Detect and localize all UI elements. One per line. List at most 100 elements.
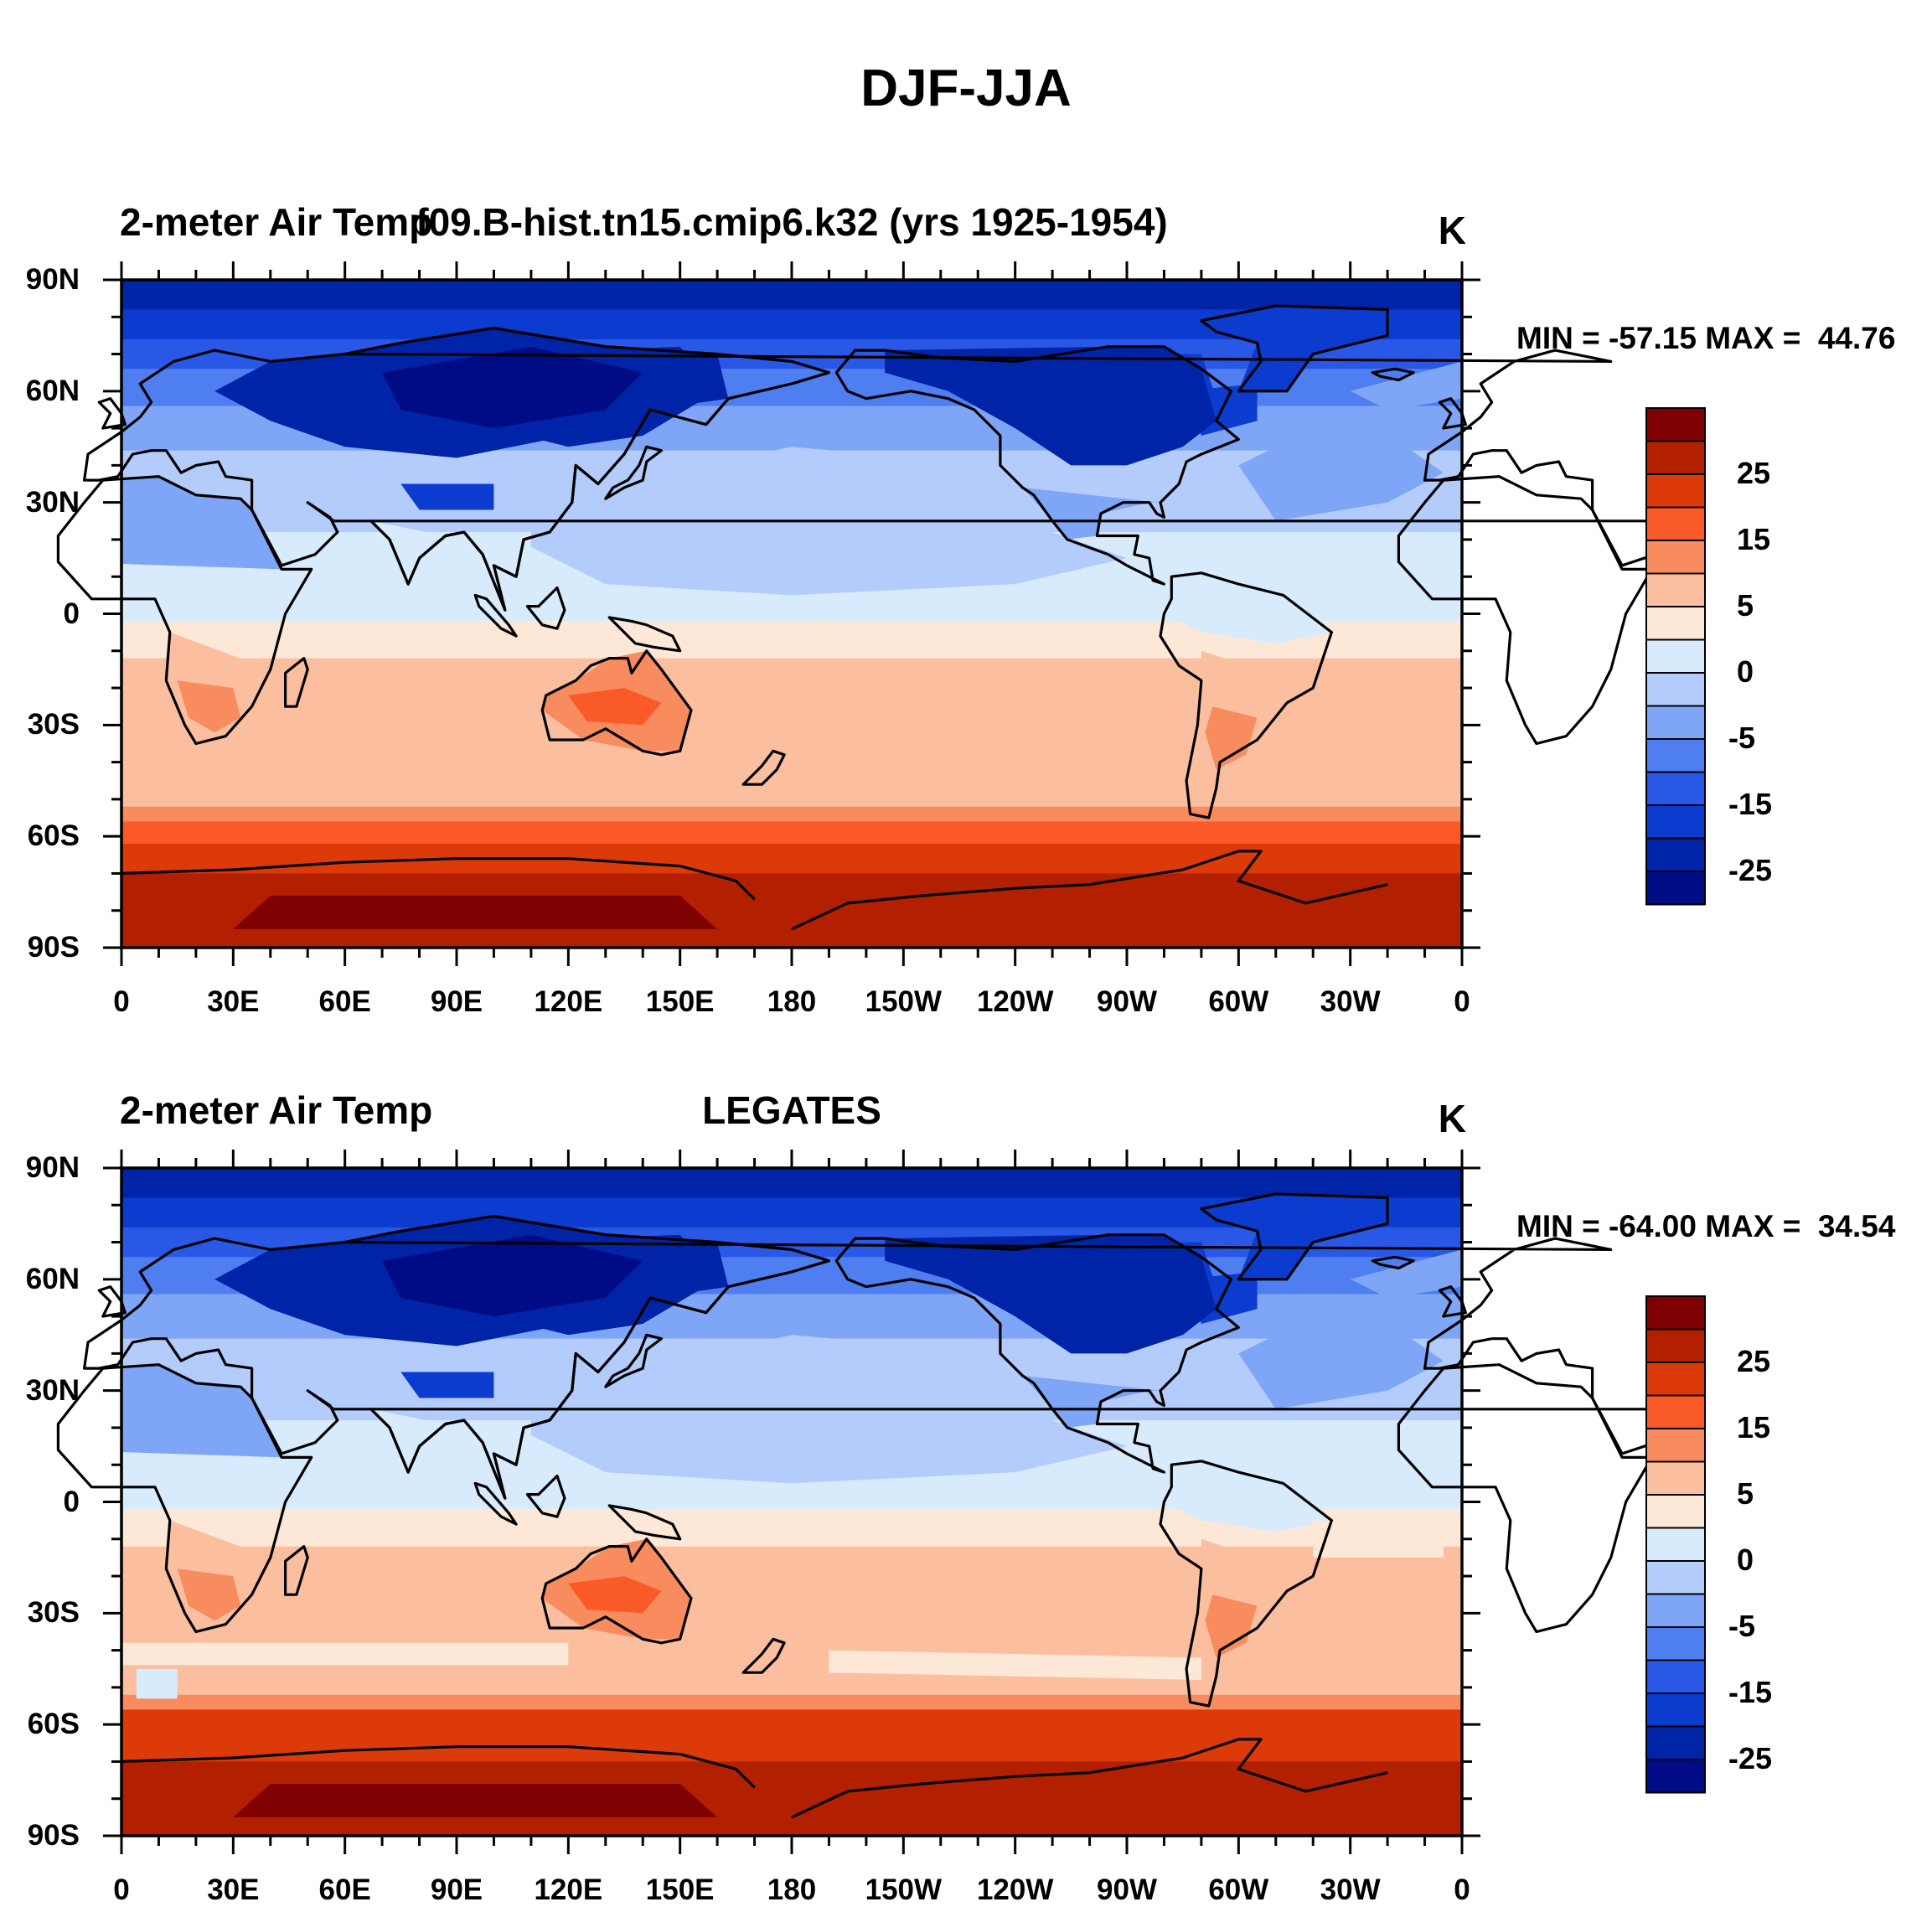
lon-tick-label: 0: [1454, 985, 1470, 1018]
max-readout: MAX = 44.76: [1705, 321, 1896, 355]
tick-marks: [103, 261, 1480, 966]
coastline-australia: [540, 1537, 693, 1645]
temperature-band: [121, 1168, 1462, 1199]
coastline-new-guinea: [607, 616, 682, 653]
lat-tick-label: 30S: [27, 708, 80, 742]
colorbar-label: 5: [1737, 588, 1754, 623]
coastline-south-america: [1159, 1460, 1333, 1708]
colorbar: [1645, 1295, 1706, 1794]
coastline-uk: [97, 1285, 127, 1318]
north-atlantic-mild: [1350, 361, 1462, 410]
africa-north-fill: [121, 476, 282, 577]
colorbar-box: [1645, 606, 1706, 641]
colorbar-label: -15: [1728, 1675, 1773, 1709]
colorbar-box: [1645, 572, 1706, 607]
panel-bottom: 2-meter Air Temp LEGATES K MIN = -64.00 …: [0, 1056, 1932, 1906]
coastline-new-zealand: [741, 749, 786, 786]
coastline-north-america: [834, 345, 1240, 586]
coastline-antarctica-b: [791, 1738, 1388, 1819]
panel-variable-title: 2-meter Air Temp: [120, 1088, 433, 1132]
min-readout: MIN = -64.00: [1516, 1209, 1697, 1243]
colorbar-boxes: [1645, 407, 1706, 906]
temperature-field: [121, 1168, 1462, 1836]
argentina-warm: [1205, 706, 1258, 770]
colorbar-label: 0: [1737, 654, 1754, 689]
north-atlantic-mild: [1350, 1249, 1462, 1298]
max-readout: MAX = 34.54: [1705, 1209, 1896, 1243]
colorbar-label: 15: [1737, 1410, 1771, 1444]
colorbar-box: [1645, 771, 1706, 806]
colorbar-box: [1645, 540, 1706, 575]
south-america-north: [1164, 1465, 1332, 1532]
coastline-africa: [1397, 475, 1654, 746]
coastline-south-america: [1159, 571, 1333, 819]
colorbar-box: [1645, 1593, 1706, 1628]
colorbar-box: [1645, 705, 1706, 740]
siberia-core: [382, 1234, 643, 1317]
colorbar-box: [1645, 1394, 1706, 1429]
coastline-sumatra: [473, 593, 518, 638]
antarctica-plateau: [233, 896, 718, 929]
africa-north-fill: [121, 1364, 282, 1465]
colorbar-box: [1645, 506, 1706, 541]
colorbar-box: [1645, 1428, 1706, 1463]
greenland-fill: [1201, 306, 1388, 391]
colorbar-box: [1645, 638, 1706, 674]
atlantic-pale: [1313, 1520, 1444, 1558]
africa-sahel-fill: [121, 1452, 286, 1502]
lat-tick-label: 30S: [27, 1596, 80, 1630]
coastline-eurasia: [344, 327, 1680, 612]
coastline-antarctica-a: [121, 1745, 756, 1789]
lat-tick-label: 90N: [25, 1151, 80, 1184]
africa-south-warm: [177, 1568, 241, 1621]
india: [370, 1408, 446, 1473]
coastline-antarctica-b: [791, 850, 1388, 931]
coastline-japan: [604, 1333, 663, 1388]
colorbar-box: [1645, 738, 1706, 773]
colorbar-box: [1645, 1328, 1706, 1363]
coastline-uk: [1438, 397, 1467, 430]
southern-ocean-mix-1: [121, 1642, 569, 1666]
colorbar-boxes: [1645, 1295, 1706, 1794]
lat-tick-label: 60S: [27, 819, 80, 853]
coastline-greenland: [1200, 304, 1389, 393]
colorbar-box: [1645, 1527, 1706, 1562]
coastline-japan: [604, 445, 663, 500]
tibet: [400, 1372, 494, 1398]
lat-tick-label: 60N: [25, 1262, 80, 1295]
lon-tick-label: 60W: [1208, 985, 1269, 1018]
colorbar-box: [1645, 473, 1706, 509]
colorbar-box: [1645, 804, 1706, 840]
temperature-map: [56, 261, 1680, 966]
atlantic-cool: [1238, 1316, 1444, 1409]
coastline-madagascar: [284, 1545, 309, 1596]
lat-tick-label: 30N: [25, 1373, 80, 1407]
coastline-borneo: [525, 1474, 566, 1518]
north-america-interior: [885, 346, 1217, 466]
lat-tick-label: 60N: [25, 374, 80, 407]
coastline-sumatra: [473, 1481, 518, 1526]
coastline-iceland: [1371, 1255, 1415, 1270]
lon-tick-label: 120W: [976, 985, 1054, 1018]
coastline-new-zealand: [741, 1637, 786, 1674]
lon-tick-label: 0: [1454, 1873, 1470, 1906]
coastline-madagascar: [284, 657, 309, 708]
colorbar-box: [1645, 1494, 1706, 1529]
antarctica-plateau: [233, 1784, 718, 1817]
lat-tick-label: 90S: [27, 1819, 80, 1852]
equatorial-warm-pacific: [679, 1509, 1183, 1547]
coastline-iceland: [1371, 367, 1415, 382]
coastlines: [56, 1192, 1680, 1819]
colorbar-label: -25: [1728, 853, 1773, 887]
colorbar-box: [1645, 837, 1706, 872]
greenland-fill: [1201, 1194, 1388, 1279]
lat-tick-label: 90S: [27, 931, 80, 964]
southern-ocean-mix-2: [829, 1650, 1201, 1680]
coastline-new-guinea: [607, 1504, 682, 1541]
temperature-band: [121, 280, 1462, 311]
southern-ocean-mid: [121, 780, 1462, 807]
panel-case-title: LEGATES: [702, 1088, 881, 1132]
coastline-antarctica-a: [121, 857, 756, 901]
india: [370, 520, 446, 585]
lat-tick-label: 90N: [25, 263, 80, 296]
